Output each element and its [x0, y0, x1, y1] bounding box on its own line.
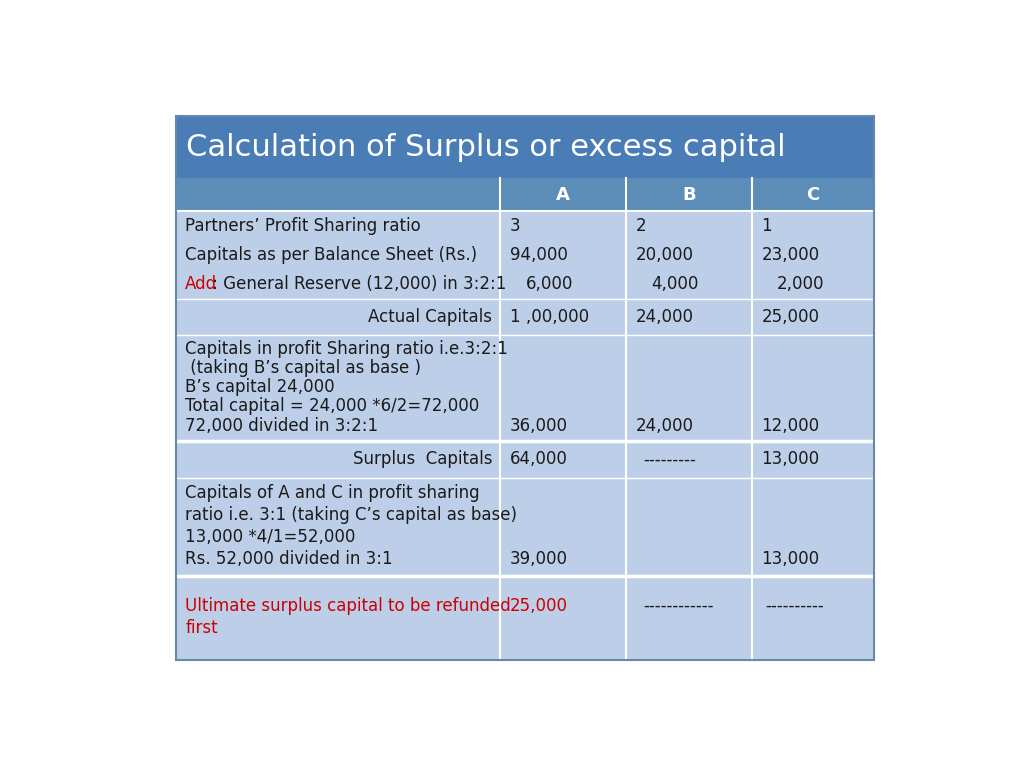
Text: 12,000: 12,000 [761, 416, 819, 435]
FancyBboxPatch shape [176, 116, 873, 178]
Text: 24,000: 24,000 [636, 416, 693, 435]
Text: 2: 2 [636, 217, 646, 235]
Text: ---------: --------- [643, 450, 696, 468]
Text: Actual Capitals: Actual Capitals [369, 308, 493, 326]
Text: 20,000: 20,000 [636, 246, 693, 264]
FancyBboxPatch shape [176, 178, 873, 211]
FancyBboxPatch shape [176, 211, 873, 660]
Text: first: first [185, 619, 218, 637]
Text: ------------: ------------ [643, 597, 714, 614]
Text: : General Reserve (12,000) in 3:2:1: : General Reserve (12,000) in 3:2:1 [207, 275, 507, 293]
Text: 64,000: 64,000 [510, 450, 567, 468]
Text: 1: 1 [761, 217, 772, 235]
Text: B: B [682, 186, 695, 204]
Text: 6,000: 6,000 [525, 275, 573, 293]
Text: 13,000: 13,000 [761, 450, 819, 468]
Text: B’s capital 24,000: B’s capital 24,000 [185, 378, 335, 396]
Text: 24,000: 24,000 [636, 308, 693, 326]
Text: ratio i.e. 3:1 (taking C’s capital as base): ratio i.e. 3:1 (taking C’s capital as ba… [185, 506, 517, 524]
Text: 2,000: 2,000 [777, 275, 824, 293]
Text: 36,000: 36,000 [510, 416, 568, 435]
Text: Rs. 52,000 divided in 3:1: Rs. 52,000 divided in 3:1 [185, 550, 393, 568]
Text: Total capital = 24,000 *6/2=72,000: Total capital = 24,000 *6/2=72,000 [185, 397, 479, 415]
Text: 25,000: 25,000 [510, 597, 568, 614]
Text: 4,000: 4,000 [651, 275, 698, 293]
Text: 72,000 divided in 3:2:1: 72,000 divided in 3:2:1 [185, 416, 378, 435]
Text: Calculation of Surplus or excess capital: Calculation of Surplus or excess capital [186, 133, 785, 161]
Text: (taking B’s capital as base ): (taking B’s capital as base ) [185, 359, 421, 377]
Text: Capitals of A and C in profit sharing: Capitals of A and C in profit sharing [185, 484, 480, 502]
Text: Capitals in profit Sharing ratio i.e.3:2:1: Capitals in profit Sharing ratio i.e.3:2… [185, 340, 508, 358]
Text: 1 ,00,000: 1 ,00,000 [510, 308, 589, 326]
Text: 94,000: 94,000 [510, 246, 567, 264]
Text: A: A [556, 186, 570, 204]
Text: 13,000: 13,000 [761, 550, 819, 568]
Text: 25,000: 25,000 [761, 308, 819, 326]
Text: 3: 3 [510, 217, 520, 235]
Text: C: C [806, 186, 819, 204]
Text: Ultimate surplus capital to be refunded: Ultimate surplus capital to be refunded [185, 597, 511, 614]
Text: Add: Add [185, 275, 217, 293]
Text: 13,000 *4/1=52,000: 13,000 *4/1=52,000 [185, 528, 355, 546]
Text: ----------: ---------- [765, 597, 824, 614]
Text: 23,000: 23,000 [761, 246, 819, 264]
Text: Capitals as per Balance Sheet (Rs.): Capitals as per Balance Sheet (Rs.) [185, 246, 477, 264]
Text: Surplus  Capitals: Surplus Capitals [353, 450, 493, 468]
Text: Partners’ Profit Sharing ratio: Partners’ Profit Sharing ratio [185, 217, 421, 235]
Text: 39,000: 39,000 [510, 550, 568, 568]
